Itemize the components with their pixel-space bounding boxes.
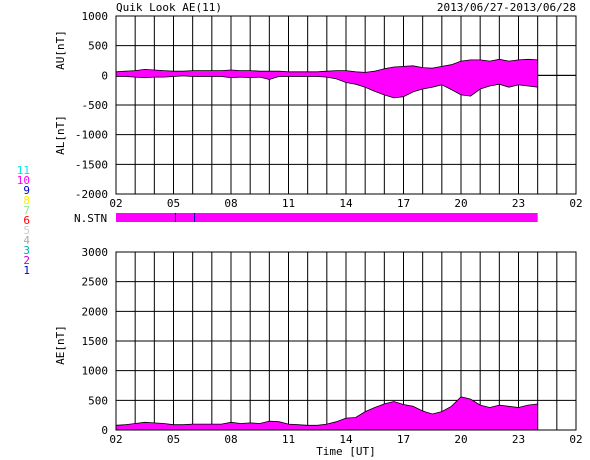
- ae-x-tick-label: 02: [569, 433, 582, 446]
- ae-y-tick-label: 0: [101, 424, 108, 437]
- ae-x-tick-label: 14: [339, 433, 353, 446]
- station-legend-item: 2: [23, 254, 30, 267]
- au-al-x-tick-label: 20: [454, 197, 467, 210]
- au-al-x-tick-label: 14: [339, 197, 353, 210]
- al-axis-label: AL[nT]: [54, 115, 67, 155]
- ae-y-tick-label: 1000: [82, 365, 109, 378]
- ae-y-tick-label: 500: [88, 394, 108, 407]
- au-al-x-tick-label: 02: [569, 197, 582, 210]
- x-axis-label: Time [UT]: [316, 445, 376, 458]
- station-count-fill: [116, 213, 538, 222]
- ae-y-tick-label: 3000: [82, 246, 109, 259]
- ae-x-tick-label: 17: [397, 433, 410, 446]
- station-legend-item: 4: [23, 234, 30, 247]
- station-legend-item: 5: [23, 224, 30, 237]
- station-legend-item: 11: [17, 164, 30, 177]
- au-al-y-tick-label: 500: [88, 40, 108, 53]
- station-legend-item: 8: [23, 194, 30, 207]
- au-al-x-tick-label: 23: [512, 197, 525, 210]
- date-range: 2013/06/27-2013/06/28: [437, 1, 576, 14]
- au-al-y-tick-label: -500: [82, 99, 109, 112]
- ae-y-tick-label: 2500: [82, 276, 109, 289]
- au-al-y-tick-label: -1500: [75, 158, 108, 171]
- ae-frame: [115, 251, 577, 431]
- ae-x-tick-label: 20: [454, 433, 467, 446]
- nstn-label: N.STN: [74, 212, 107, 225]
- au-al-x-tick-label: 11: [282, 197, 295, 210]
- au-al-y-tick-label: 0: [101, 69, 108, 82]
- au-axis-label: AU[nT]: [54, 30, 67, 70]
- ae-x-tick-label: 11: [282, 433, 295, 446]
- station-legend-item: 6: [23, 214, 30, 227]
- station-legend-item: 3: [23, 244, 30, 257]
- station-legend-item: 1: [23, 264, 30, 277]
- au-al-x-tick-label: 05: [167, 197, 180, 210]
- ae-x-tick-label: 08: [224, 433, 237, 446]
- station-count-bar: [116, 213, 538, 222]
- ae-axis-label: AE[nT]: [54, 325, 67, 365]
- ae-ae-area: [115, 396, 539, 431]
- ae-x-tick-label: 05: [167, 433, 180, 446]
- ae-x-tick-label: 02: [109, 433, 122, 446]
- au-al-x-tick-label: 08: [224, 197, 237, 210]
- station-legend-item: 10: [17, 174, 30, 187]
- chart-title: Quik Look AE(11): [116, 1, 222, 14]
- ae-y-tick-label: 2000: [82, 305, 109, 318]
- au-al-x-tick-label: 02: [109, 197, 122, 210]
- station-legend-item: 9: [23, 184, 30, 197]
- station-legend-item: 7: [23, 204, 30, 217]
- au-al-y-tick-label: 1000: [82, 10, 109, 23]
- au-al-x-tick-label: 17: [397, 197, 410, 210]
- au-al-y-tick-label: -2000: [75, 188, 108, 201]
- au-al-y-tick-label: -1000: [75, 129, 108, 142]
- au-al-frame: [115, 15, 577, 195]
- au-al-au-al-area: [115, 58, 539, 99]
- ae-y-tick-label: 1500: [82, 335, 109, 348]
- ae-x-tick-label: 23: [512, 433, 525, 446]
